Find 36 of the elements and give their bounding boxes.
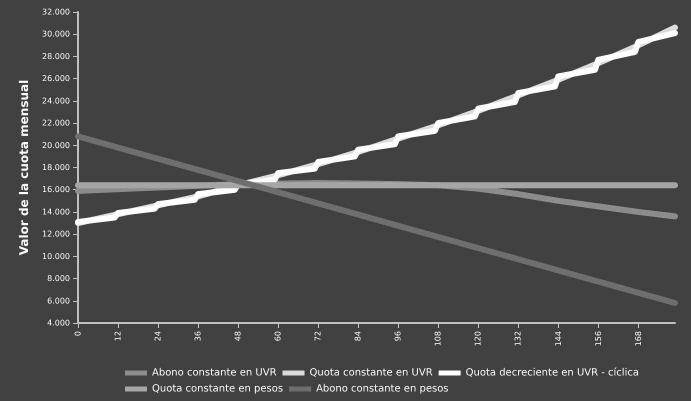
y-tick-label: 14.000 xyxy=(42,207,70,216)
y-tick-label: 12.000 xyxy=(42,230,70,239)
x-tick-label: 48 xyxy=(234,331,243,342)
legend-label: Abono constante en pesos xyxy=(316,384,449,394)
legend-label: Abono constante en UVR xyxy=(152,368,277,378)
y-tick-label: 10.000 xyxy=(42,252,70,261)
y-tick-label: 22.000 xyxy=(42,118,70,128)
x-tick-label: 60 xyxy=(274,331,283,342)
x-tick-label: 132 xyxy=(514,331,523,346)
y-tick-label: 6.000 xyxy=(47,296,70,306)
y-tick-label: 8.000 xyxy=(47,274,70,284)
x-tick-label: 168 xyxy=(634,331,643,346)
legend-label: Quota decreciente en UVR - cíclica xyxy=(466,368,639,378)
x-tick-label: 72 xyxy=(314,331,323,342)
y-tick-label: 4.000 xyxy=(47,318,70,328)
x-tick-label: 156 xyxy=(594,331,603,346)
x-tick-label: 24 xyxy=(154,331,163,342)
y-axis-title: Valor de la cuota mensual xyxy=(17,80,31,256)
x-tick-label: 84 xyxy=(354,331,363,342)
x-tick-label: 144 xyxy=(554,331,563,346)
y-tick-label: 24.000 xyxy=(42,96,70,106)
y-tick-label: 32.000 xyxy=(42,8,70,16)
x-tick-label: 36 xyxy=(194,331,203,342)
y-tick-label: 18.000 xyxy=(42,163,70,172)
x-tick-label: 0 xyxy=(74,331,82,336)
x-tick-label: 12 xyxy=(114,331,123,342)
legend-label: Quota constante en UVR xyxy=(310,368,433,378)
y-tick-label: 26.000 xyxy=(42,74,70,84)
y-tick-label: 30.000 xyxy=(42,30,70,39)
x-tick-label: 96 xyxy=(394,331,403,342)
x-tick-label: 108 xyxy=(434,331,443,346)
y-tick-label: 20.000 xyxy=(42,140,70,150)
legend-label: Quota constante en pesos xyxy=(152,384,284,394)
y-tick-label: 16.000 xyxy=(42,185,70,194)
y-tick-label: 28.000 xyxy=(42,52,70,61)
x-tick-label: 120 xyxy=(474,331,483,346)
